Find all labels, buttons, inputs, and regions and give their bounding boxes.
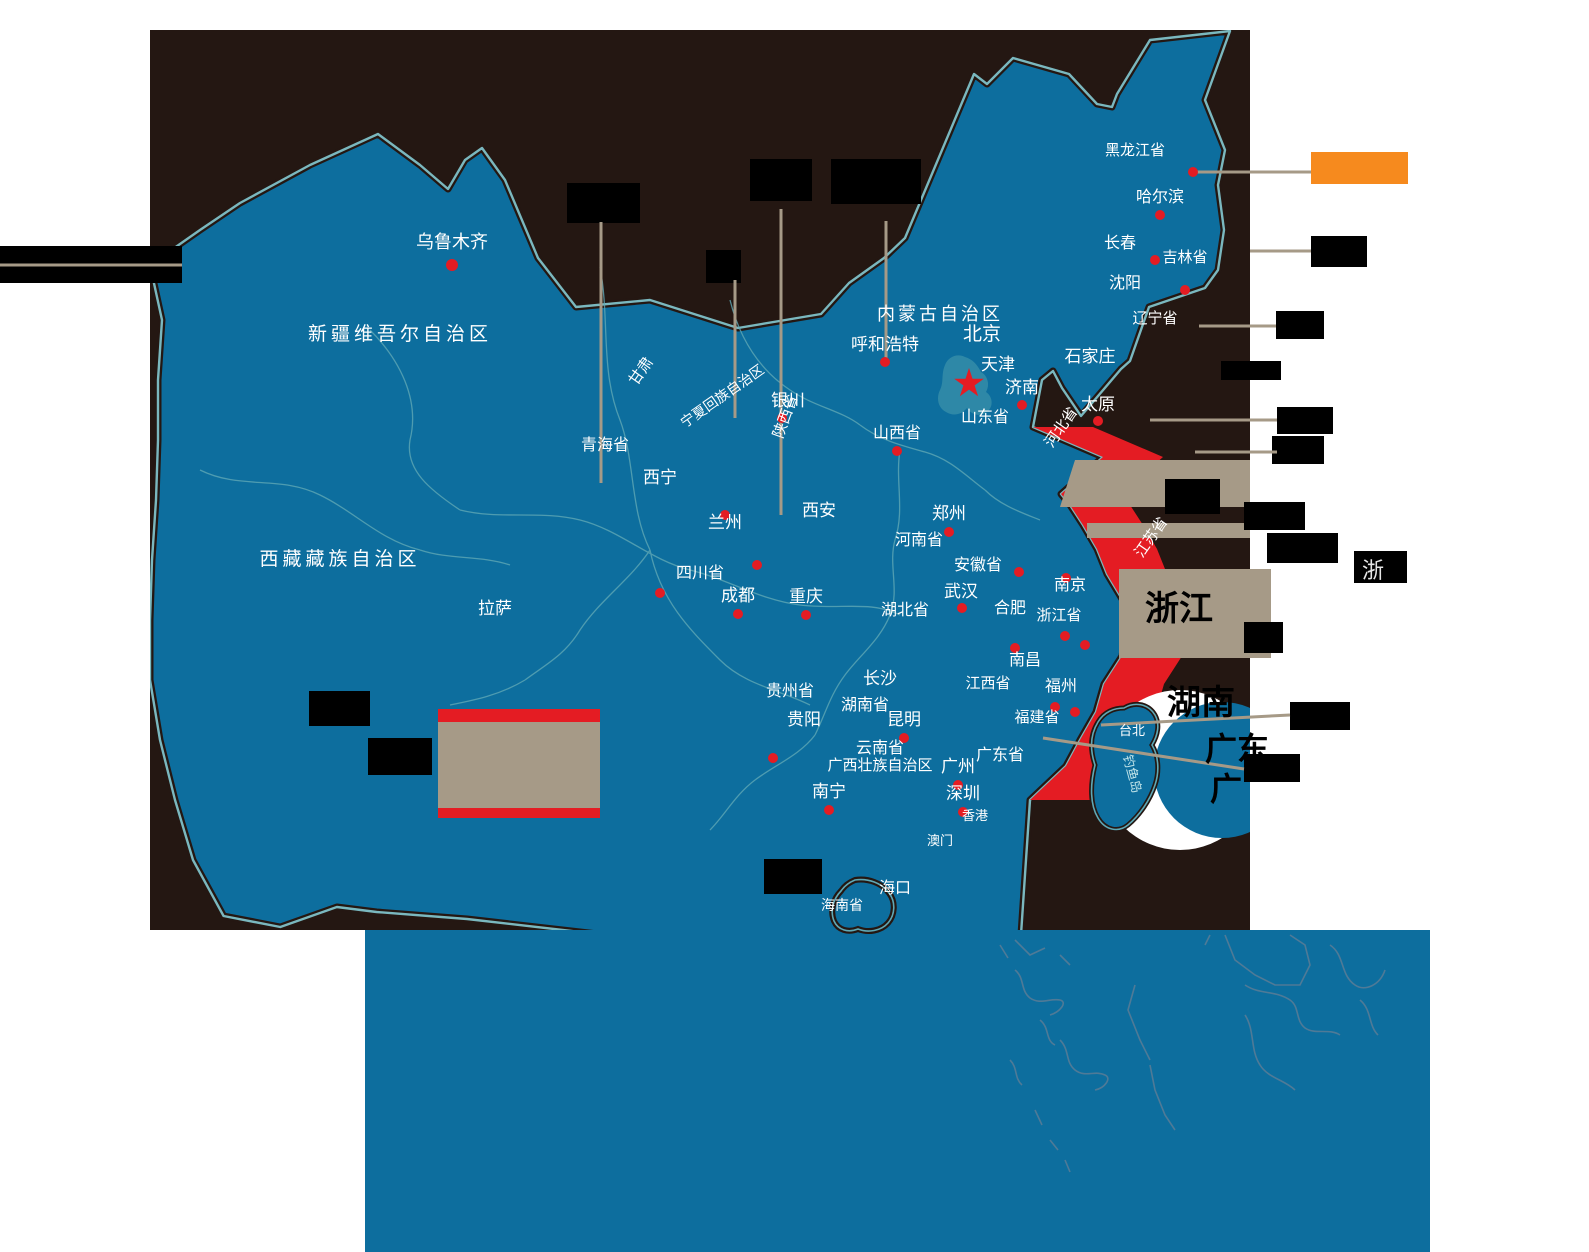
svg-text:云南省: 云南省 [856,739,904,757]
svg-text:重庆: 重庆 [789,587,823,606]
svg-text:浙江: 浙江 [1145,590,1213,628]
svg-text:广: 广 [1210,771,1242,807]
svg-text:黑龙江省: 黑龙江省 [1105,142,1165,159]
svg-text:兰州: 兰州 [708,513,742,532]
svg-text:合肥: 合肥 [994,599,1026,617]
svg-text:西藏藏族自治区: 西藏藏族自治区 [259,548,420,570]
svg-text:呼和浩特: 呼和浩特 [851,335,919,354]
svg-text:湖北省: 湖北省 [881,601,929,619]
svg-text:香港: 香港 [962,808,988,823]
svg-text:广东省: 广东省 [976,746,1024,764]
svg-text:浙江省: 浙江省 [1036,607,1081,624]
svg-text:浙: 浙 [1362,558,1384,583]
svg-text:贵州省: 贵州省 [766,682,814,700]
svg-text:南昌: 南昌 [1009,651,1041,669]
svg-text:长春: 长春 [1104,234,1136,252]
svg-text:四川省: 四川省 [676,564,724,582]
svg-text:西宁: 西宁 [643,468,677,487]
svg-text:吉林省: 吉林省 [1162,249,1207,266]
svg-text:内蒙古自治区: 内蒙古自治区 [877,304,1003,324]
svg-text:青海省: 青海省 [581,436,629,454]
svg-text:南京: 南京 [1054,576,1086,594]
svg-text:福建省: 福建省 [1014,709,1059,726]
svg-text:石家庄: 石家庄 [1065,347,1116,366]
svg-text:北京: 北京 [963,323,1001,345]
svg-text:海口: 海口 [879,879,911,897]
svg-text:广西壮族自治区: 广西壮族自治区 [827,757,932,774]
svg-text:广州: 广州 [941,757,975,776]
svg-text:成都: 成都 [721,586,755,605]
svg-text:哈尔滨: 哈尔滨 [1136,188,1184,206]
svg-text:湖南省: 湖南省 [841,696,889,714]
svg-text:沈阳: 沈阳 [1109,274,1141,292]
svg-text:澳门: 澳门 [927,833,953,848]
svg-text:武汉: 武汉 [944,582,978,601]
svg-text:昆明: 昆明 [887,710,921,729]
svg-text:天津: 天津 [981,355,1015,374]
svg-text:南宁: 南宁 [812,782,846,801]
svg-text:辽宁省: 辽宁省 [1132,310,1177,327]
svg-text:海南省: 海南省 [821,897,863,913]
svg-text:贵阳: 贵阳 [787,710,821,729]
svg-text:江西省: 江西省 [965,675,1010,692]
svg-text:广东: 广东 [1205,731,1269,767]
svg-text:湖南: 湖南 [1167,684,1235,722]
svg-text:深圳: 深圳 [946,784,980,803]
svg-text:郑州: 郑州 [932,504,966,523]
svg-text:安徽省: 安徽省 [954,556,1002,574]
svg-text:济南: 济南 [1005,378,1039,397]
svg-text:西安: 西安 [802,501,836,520]
svg-text:河南省: 河南省 [895,531,943,549]
svg-text:山东省: 山东省 [961,408,1009,426]
svg-text:拉萨: 拉萨 [478,599,512,618]
svg-text:长沙: 长沙 [863,669,897,688]
svg-text:太原: 太原 [1081,395,1115,414]
svg-text:福州: 福州 [1045,677,1077,695]
svg-text:新疆维吾尔自治区: 新疆维吾尔自治区 [308,323,492,345]
svg-text:台北: 台北 [1119,723,1145,738]
svg-text:乌鲁木齐: 乌鲁木齐 [416,232,488,252]
svg-text:银川: 银川 [771,391,805,410]
svg-text:山西省: 山西省 [873,424,921,442]
